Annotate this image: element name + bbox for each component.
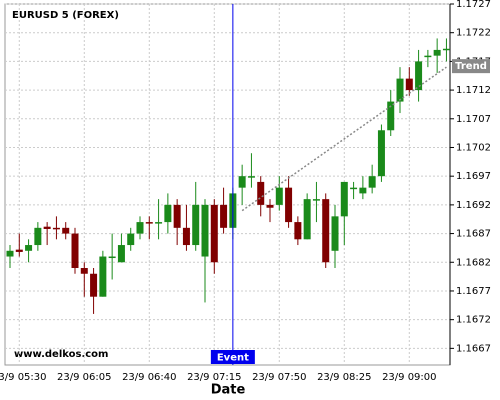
event-label: Event xyxy=(217,353,249,364)
candle-body xyxy=(108,256,116,259)
candle-body xyxy=(387,101,395,131)
y-tick-label: 1.1687 xyxy=(456,229,491,240)
x-tick-label: 23/9 06:05 xyxy=(57,372,111,383)
y-tick-label: 1.1682 xyxy=(456,257,491,268)
trend-line xyxy=(241,66,447,212)
candle-body xyxy=(424,55,432,58)
candle-body xyxy=(210,204,218,263)
x-axis-title: Date xyxy=(211,383,246,398)
trend-label: Trend xyxy=(455,61,487,72)
x-tick-label: 23/9 05:30 xyxy=(0,372,47,383)
candle-body xyxy=(173,204,181,228)
candle-body xyxy=(377,130,385,177)
y-tick-label: 1.1667 xyxy=(456,343,491,354)
candle-body xyxy=(155,222,163,224)
candle-body xyxy=(62,227,70,234)
candle-body xyxy=(331,216,339,251)
y-tick-label: 1.1677 xyxy=(456,286,491,297)
candle-body xyxy=(396,78,404,102)
watermark: www.delkos.com xyxy=(14,349,108,360)
trend-label-box xyxy=(452,59,490,74)
candle-body xyxy=(220,204,228,228)
candle-body xyxy=(99,256,107,297)
candle-body xyxy=(201,204,209,257)
candle-body xyxy=(71,233,79,269)
candle-body xyxy=(136,222,144,234)
x-tick-label: 23/9 06:40 xyxy=(122,372,176,383)
candle-body xyxy=(415,61,423,91)
candle-body xyxy=(266,204,274,208)
candle-body xyxy=(34,227,42,246)
x-tick-label: 23/9 07:15 xyxy=(187,372,241,383)
chart-title: EURUSD 5 (FOREX) xyxy=(12,10,119,21)
candle-body xyxy=(433,49,441,56)
candle-body xyxy=(15,249,23,252)
y-tick-label: 1.1672 xyxy=(456,315,491,326)
candle-body xyxy=(43,226,51,229)
candle-body xyxy=(322,199,330,263)
candle-body xyxy=(90,273,98,297)
y-tick-label: 1.1702 xyxy=(456,142,491,153)
x-tick-label: 23/9 07:50 xyxy=(252,372,306,383)
event-label-box xyxy=(210,350,255,364)
candle-body xyxy=(294,222,302,240)
candle-body xyxy=(52,227,60,230)
x-tick-label: 23/9 08:25 xyxy=(317,372,371,383)
y-tick-label: 1.1727 xyxy=(456,0,491,10)
plot-area xyxy=(4,3,451,366)
x-tick-label: 23/9 09:00 xyxy=(382,372,436,383)
candle-body xyxy=(285,187,293,223)
candle-body xyxy=(247,176,255,178)
candle-body xyxy=(6,250,14,257)
candle-body xyxy=(405,78,413,91)
candle-body xyxy=(303,199,311,240)
candle-body xyxy=(350,187,358,190)
y-tick-label: 1.1712 xyxy=(456,85,491,96)
candle-body xyxy=(275,187,283,205)
candle-body xyxy=(25,245,33,251)
candle-body xyxy=(442,48,450,51)
candle-body xyxy=(127,233,135,246)
y-tick-label: 1.1707 xyxy=(456,114,491,125)
candle-body xyxy=(359,187,367,194)
candle-body xyxy=(257,181,265,205)
candle-body xyxy=(368,176,376,188)
candle-body xyxy=(80,268,88,274)
candle-body xyxy=(340,181,348,217)
candle-body xyxy=(145,222,153,224)
candle-body xyxy=(238,176,246,188)
candle-body xyxy=(192,204,200,246)
y-tick-label: 1.1697 xyxy=(456,171,491,182)
candle-body xyxy=(164,204,172,223)
candle-body xyxy=(117,245,125,263)
candle-body xyxy=(182,227,190,246)
candle-body xyxy=(312,199,320,201)
y-tick-label: 1.1722 xyxy=(456,28,491,39)
y-tick-label: 1.1692 xyxy=(456,200,491,211)
